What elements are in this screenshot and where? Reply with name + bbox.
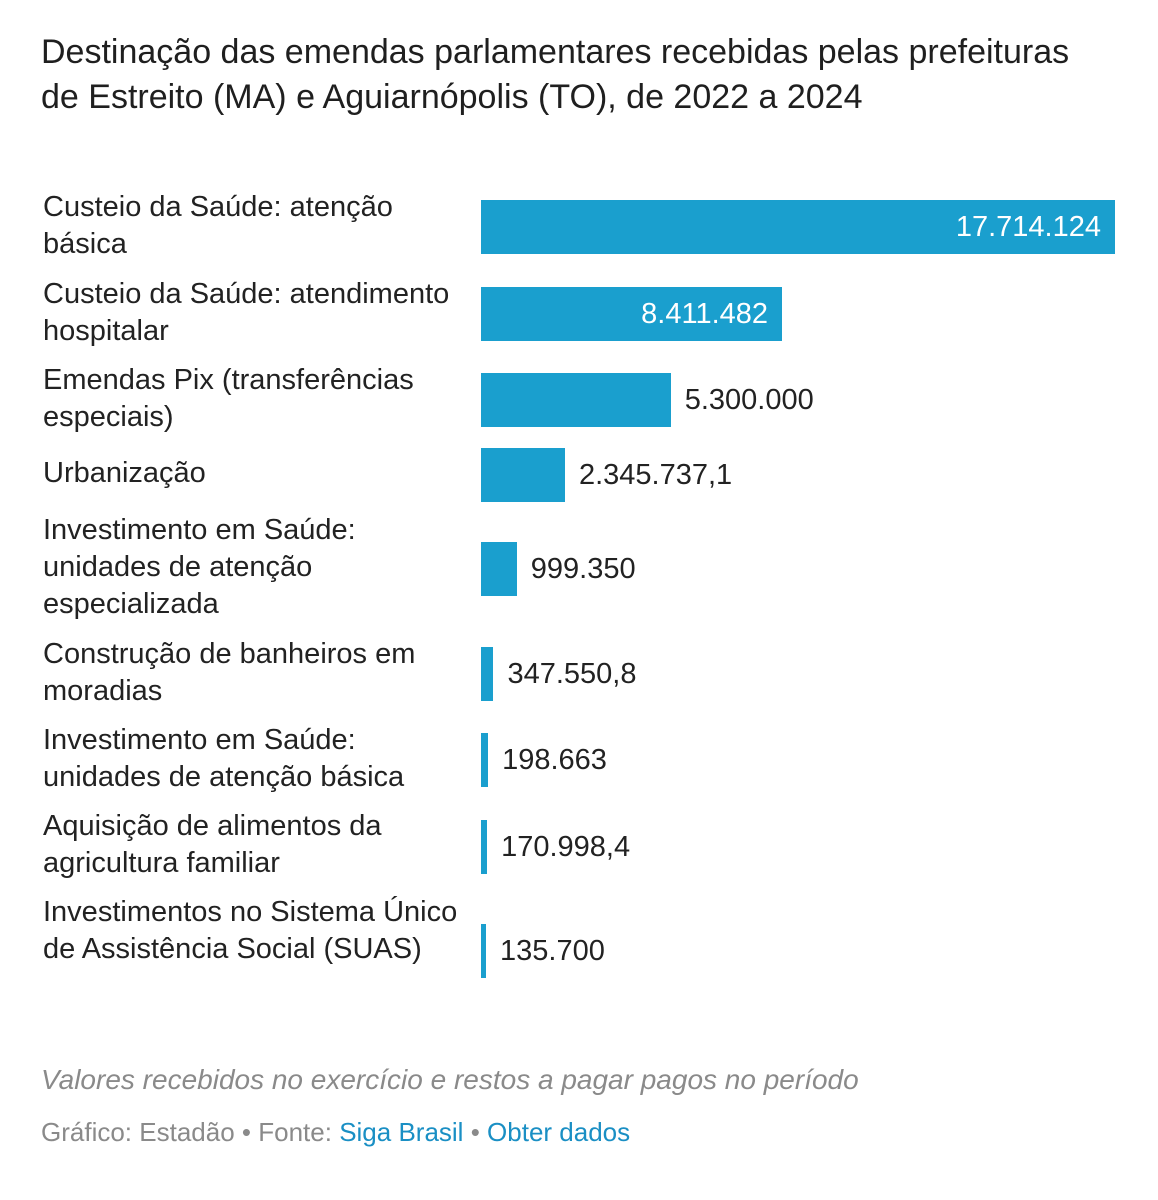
value-label: 5.300.000 <box>684 384 814 416</box>
chart-footer: Gráfico: Estadão • Fonte: Siga Brasil • … <box>41 1117 630 1148</box>
category-label: Investimento em Saúde: unidades de atenç… <box>43 514 356 620</box>
category-label: Urbanização <box>43 457 206 489</box>
category-label: Investimentos no Sistema Único de Assist… <box>43 896 458 965</box>
bar <box>481 448 565 502</box>
source-link[interactable]: Siga Brasil <box>339 1117 464 1147</box>
chart-title: Destinação das emendas parlamentares rec… <box>41 33 1070 116</box>
value-label: 2.345.737,1 <box>578 459 733 491</box>
bar <box>481 542 517 596</box>
get-data-link[interactable]: Obter dados <box>487 1117 631 1147</box>
category-label: Emendas Pix (transferências especiais) <box>43 364 414 433</box>
value-label: 17.714.124 <box>955 211 1101 243</box>
bar <box>481 820 488 874</box>
value-label: 999.350 <box>530 553 636 585</box>
bar <box>481 373 671 427</box>
value-label: 170.998,4 <box>501 831 631 863</box>
category-label: Aquisição de alimentos da agricultura fa… <box>43 810 382 879</box>
source-prefix: Fonte: <box>258 1117 332 1147</box>
bar <box>481 647 494 701</box>
value-label: 347.550,8 <box>507 658 637 690</box>
value-label: 135.700 <box>500 935 605 967</box>
bar <box>481 733 489 787</box>
value-label: 198.663 <box>502 744 607 776</box>
category-label: Investimento em Saúde: unidades de atenç… <box>43 724 405 793</box>
category-label: Construção de banheiros em moradias <box>43 638 416 707</box>
chart-note: Valores recebidos no exercício e restos … <box>41 1064 859 1095</box>
bar <box>481 924 486 978</box>
footer-separator: • <box>241 1117 251 1147</box>
credit-text: Gráfico: Estadão <box>41 1117 235 1147</box>
bar <box>481 200 1115 254</box>
category-label: Custeio da Saúde: atendimento hospitalar <box>43 278 450 347</box>
category-label: Custeio da Saúde: atenção básica <box>43 191 393 260</box>
bar <box>481 287 783 341</box>
value-label: 8.411.482 <box>641 298 769 330</box>
footer-separator: • <box>470 1117 480 1147</box>
